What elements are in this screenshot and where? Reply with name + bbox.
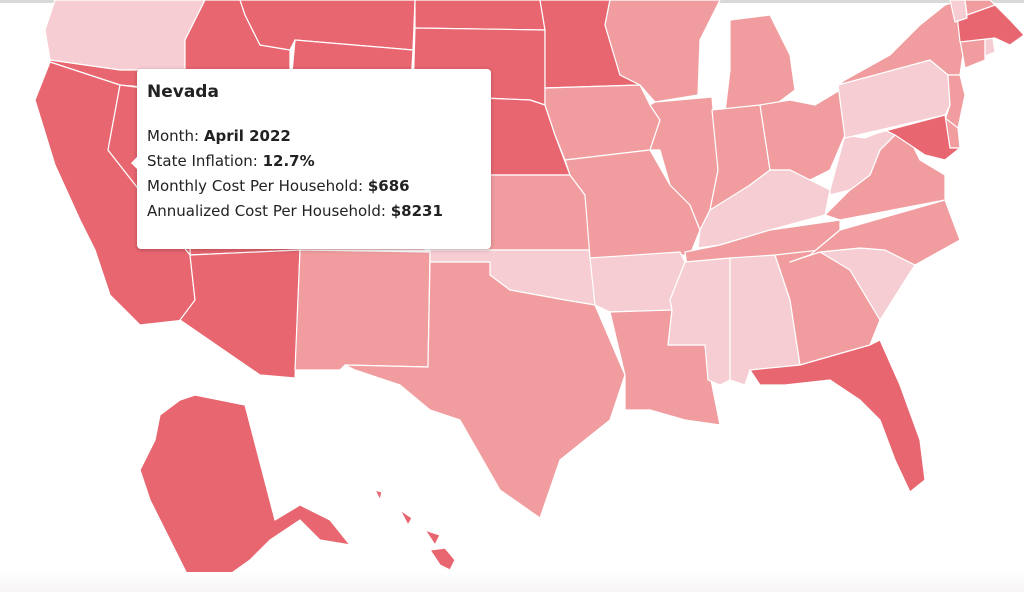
state-ct[interactable] [959,37,986,69]
tooltip-row-monthly-cost: Monthly Cost Per Household: $686 [147,174,481,199]
state-nm[interactable] [294,249,431,371]
monthly-cost-value: $686 [367,177,410,195]
state-nc[interactable] [789,199,961,266]
state-mi[interactable] [724,14,796,113]
state-hi-1[interactable] [374,489,383,501]
tooltip-row-annual-cost: Annualized Cost Per Household: $8231 [147,199,481,224]
state-tooltip: Nevada Month: April 2022 State Inflation… [131,69,491,249]
state-hi-3[interactable] [424,529,441,546]
tooltip-row-month: Month: April 2022 [147,124,481,149]
month-value: April 2022 [203,127,291,145]
state-mo[interactable] [564,149,701,259]
annual-cost-value: $8231 [390,202,443,220]
bottom-fade [0,572,1024,592]
state-nh[interactable] [964,0,996,16]
state-ak[interactable] [139,394,351,586]
state-ia[interactable] [544,84,661,161]
state-ri[interactable] [984,37,996,57]
monthly-cost-label: Monthly Cost Per Household: [147,177,368,195]
state-az[interactable] [179,249,301,379]
state-md[interactable] [869,114,961,161]
state-wa[interactable] [44,0,206,71]
state-hi-4[interactable] [429,547,456,571]
tooltip-row-inflation: State Inflation: 12.7% [147,149,481,174]
annual-cost-label: Annualized Cost Per Household: [147,202,391,220]
month-label: Month: [147,127,204,145]
state-nd[interactable] [414,0,546,31]
state-oh[interactable] [759,89,846,181]
state-hi-2[interactable] [399,509,413,526]
tooltip-state-name: Nevada [147,82,219,102]
state-tx[interactable] [344,261,626,519]
inflation-value: 12.7% [262,152,315,170]
state-fl[interactable] [749,339,926,493]
state-ma[interactable] [956,4,1024,46]
tooltip-arrow [131,157,137,169]
state-wv[interactable] [829,129,896,196]
state-vt[interactable] [949,0,968,23]
inflation-label: State Inflation: [147,152,263,170]
